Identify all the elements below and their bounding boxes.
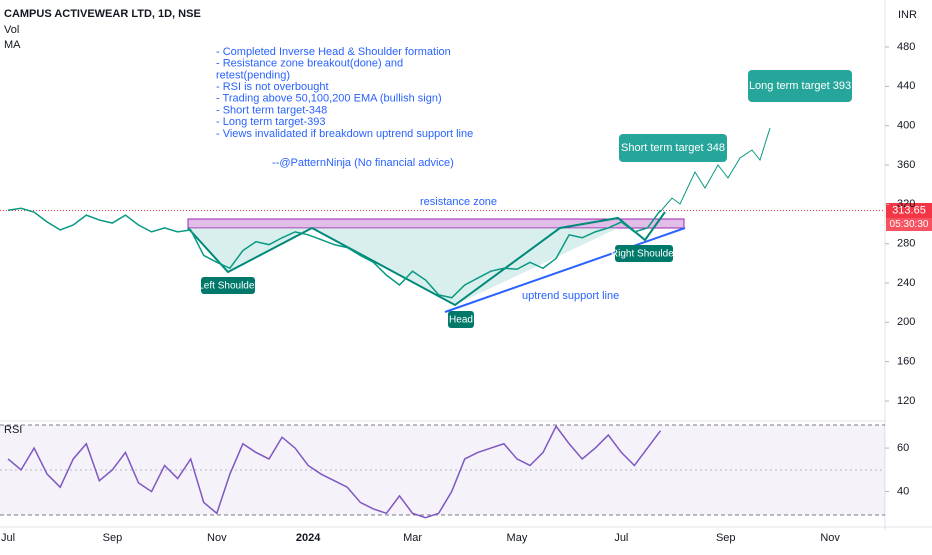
note: retest(pending)	[216, 69, 290, 81]
last-price: 313.65	[892, 204, 926, 216]
y-tick-label: 160	[897, 356, 915, 368]
annotation: Head	[449, 315, 473, 326]
annotation: uptrend support line	[522, 290, 619, 302]
chart-title: CAMPUS ACTIVEWEAR LTD, 1D, NSE	[4, 8, 201, 20]
y-tick-label: 120	[897, 395, 915, 407]
y-tick-label: 440	[897, 80, 915, 92]
y-tick-label: 40	[897, 485, 909, 497]
annotation: Long term target 393	[749, 80, 851, 92]
pattern-line	[187, 211, 666, 307]
y-tick-label: 280	[897, 238, 915, 250]
short-target-box	[619, 134, 727, 162]
y-tick-label: 480	[897, 41, 915, 53]
y-tick-label: 320	[897, 198, 915, 210]
head-area	[312, 228, 618, 305]
note: - Short term target-348	[216, 104, 327, 116]
x-tick-label: Nov	[207, 532, 227, 544]
currency: INR	[898, 9, 917, 21]
series-line	[7, 424, 662, 519]
note: - Long term target-393	[216, 116, 325, 128]
long-target-box	[748, 70, 852, 102]
series-line	[7, 207, 662, 299]
indicator: MA	[4, 39, 21, 51]
annotation: Left Shoulder	[198, 281, 258, 292]
price-tag	[886, 203, 932, 218]
x-tick-label: Mar	[403, 532, 422, 544]
y-tick-label: 200	[897, 316, 915, 328]
x-tick-label: May	[507, 532, 528, 544]
annotation: resistance zone	[420, 196, 497, 208]
left-shoulder-box	[201, 277, 255, 294]
x-tick-label: Jul	[1, 532, 15, 544]
note: - Completed Inverse Head & Shoulder form…	[216, 46, 451, 58]
rsi-title: RSI	[4, 424, 22, 436]
x-tick-label: Nov	[820, 532, 840, 544]
head-box	[448, 311, 474, 328]
annotation: Right Shoulder	[611, 249, 678, 260]
x-tick-label: Jul	[614, 532, 628, 544]
x-tick-label: 2024	[296, 532, 321, 544]
projection	[659, 127, 771, 213]
note: - RSI is not overbought	[216, 81, 329, 93]
x-tick-label: Sep	[716, 532, 736, 544]
indicator: Vol	[4, 24, 19, 36]
note: - Trading above 50,100,200 EMA (bullish …	[216, 93, 442, 105]
y-tick-label: 240	[897, 277, 915, 289]
annotation: Short term target 348	[621, 142, 725, 154]
y-tick-label: 360	[897, 159, 915, 171]
note: --@PatternNinja (No financial advice)	[272, 157, 454, 169]
y-tick-label: 60	[897, 442, 909, 454]
rsi-band	[0, 425, 885, 515]
note: - Resistance zone breakout(done) and	[216, 58, 403, 70]
support-line	[444, 227, 686, 313]
note: - Views invalidated if breakdown uptrend…	[216, 128, 473, 140]
x-tick-label: Sep	[103, 532, 123, 544]
right-shoulder-box	[615, 245, 673, 262]
countdown: 05:30:30	[890, 219, 929, 230]
countdown-tag	[886, 218, 932, 231]
y-tick-label: 400	[897, 120, 915, 132]
